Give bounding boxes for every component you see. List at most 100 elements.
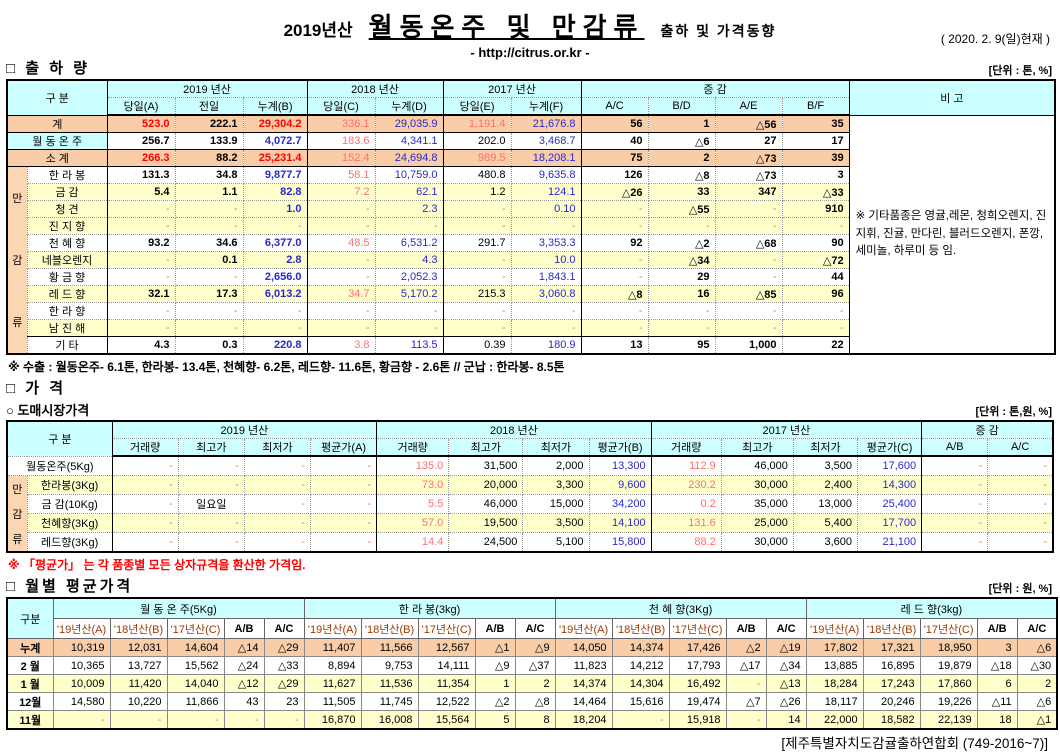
col-header-2017: 2017 년산 bbox=[442, 79, 582, 98]
cell: 2.8 bbox=[242, 251, 308, 269]
cell: 39 bbox=[781, 149, 850, 167]
col-header: A/C bbox=[580, 97, 649, 116]
cell: 22,139 bbox=[919, 710, 978, 730]
cell: - bbox=[580, 302, 649, 320]
shipment-section-title: □ 출 하 량 bbox=[6, 60, 90, 77]
cell: 75 bbox=[580, 149, 649, 167]
cell: 29,035.9 bbox=[374, 114, 444, 133]
cell: 62.1 bbox=[374, 183, 444, 201]
cell: - bbox=[111, 532, 179, 553]
cell: 11,627 bbox=[303, 674, 362, 693]
cell: - bbox=[174, 200, 244, 218]
cell: 8 bbox=[514, 710, 556, 730]
cell: △85 bbox=[714, 285, 783, 303]
title-subject: 출하 및 가격동향 bbox=[660, 23, 777, 39]
cell: 9,635.8 bbox=[510, 166, 582, 184]
row-label: 금 감(10Kg) bbox=[26, 494, 113, 514]
product-group-header: 한 라 봉(3kg) bbox=[303, 597, 556, 619]
cell: - bbox=[223, 710, 265, 730]
cell: 24,694.8 bbox=[374, 149, 444, 167]
cell: - bbox=[374, 319, 444, 337]
cell: 3 bbox=[781, 166, 850, 184]
col-header: 누계(F) bbox=[510, 97, 582, 116]
row-label: 네블오렌지 bbox=[26, 251, 108, 269]
col-header: 거래량 bbox=[376, 438, 450, 457]
cell: 11,745 bbox=[360, 692, 419, 711]
price-footnote: ※ 「평균가」 는 각 품종별 모든 상자규격을 환산한 가격임. bbox=[8, 558, 306, 572]
cell: 183.6 bbox=[306, 132, 376, 150]
col-header: 누계(D) bbox=[374, 97, 444, 116]
price-table-body: 월동온주(5Kg) - - - -135.0 31,500 2,000 13,300 112.9… bbox=[6, 455, 1054, 553]
shipment-row: 계 523.0 222.1 29,304.2 336.1 29,035.9 1,191.4 2… bbox=[6, 114, 1056, 355]
cell: 17,321 bbox=[862, 638, 921, 657]
cell: 57.0 bbox=[376, 513, 450, 533]
cell: 11,407 bbox=[303, 638, 362, 657]
cell: 3,500 bbox=[522, 513, 590, 533]
cell: - bbox=[714, 268, 783, 286]
cell: - bbox=[647, 319, 716, 337]
cell: 17.3 bbox=[174, 285, 244, 303]
cell: - bbox=[243, 532, 312, 553]
col-header-gubun: 구 분 bbox=[6, 420, 113, 457]
cell: 11,566 bbox=[360, 638, 419, 657]
price-section-header: □ 가 격 bbox=[6, 377, 1052, 398]
cell: 29 bbox=[647, 268, 716, 286]
page-title: 월동온주 및 만감류 bbox=[368, 12, 645, 42]
cell: 112.9 bbox=[650, 455, 722, 476]
cell: 14,111 bbox=[417, 656, 476, 675]
cell: 19,500 bbox=[448, 513, 524, 533]
row-label: 천혜향(3Kg) bbox=[26, 513, 113, 533]
cell: 12,031 bbox=[109, 638, 168, 657]
cell: 14,300 bbox=[857, 475, 923, 495]
cell: 3,600 bbox=[792, 532, 859, 553]
shipment-row: 월 동 온 주 256.7 133.9 4,072.7 183.6 4,341.1 202.… bbox=[6, 132, 1055, 150]
cell: 35 bbox=[781, 114, 850, 133]
cell: △9 bbox=[474, 656, 516, 675]
cell: 10.0 bbox=[510, 251, 582, 269]
col-header: A/C bbox=[263, 618, 305, 639]
cell: - bbox=[725, 674, 767, 693]
cell: 113.5 bbox=[374, 336, 444, 355]
col-header: A/B bbox=[474, 618, 516, 639]
col-header-2019: 2019 년산 bbox=[106, 79, 308, 98]
cell: 202.0 bbox=[442, 132, 512, 150]
col-header: 거래량 bbox=[111, 438, 179, 457]
cell: - bbox=[921, 513, 989, 533]
cell: 220.8 bbox=[242, 336, 308, 355]
cell: △19 bbox=[765, 638, 807, 657]
cell: 11,536 bbox=[360, 674, 419, 693]
cell: 15,616 bbox=[611, 692, 670, 711]
cell: 10,365 bbox=[52, 656, 111, 675]
cell: - bbox=[510, 217, 582, 235]
cell: △26 bbox=[765, 692, 807, 711]
cell: 14,580 bbox=[52, 692, 111, 711]
col-header-note: 비 고 bbox=[848, 79, 1056, 116]
col-header: 당일(A) bbox=[106, 97, 176, 116]
cell: 29,304.2 bbox=[242, 114, 308, 133]
cell: 0.10 bbox=[510, 200, 582, 218]
cell: △1 bbox=[1016, 710, 1058, 730]
row-label: 레드향(3Kg) bbox=[26, 532, 113, 553]
cell: 18,284 bbox=[805, 674, 864, 693]
cell: 0.39 bbox=[442, 336, 512, 355]
shipment-footnote: ※ 수출 : 월동온주- 6.1톤, 한라봉- 13.4톤, 천혜향- 6.2톤… bbox=[8, 360, 565, 374]
cell: 14,040 bbox=[166, 674, 225, 693]
row-label: 2 월 bbox=[6, 656, 54, 675]
cell: 2 bbox=[514, 674, 556, 693]
col-header-change: 증 감 bbox=[580, 79, 850, 98]
cell: 17,860 bbox=[919, 674, 978, 693]
cell: 10,009 bbox=[52, 674, 111, 693]
shipment-subheader-row: 당일(A) 전일 누계(B) 당일(C) 누계(D) 당일(E) 누계(F) A/C B/D A/… bbox=[7, 97, 1055, 116]
cell: 1.1 bbox=[174, 183, 244, 201]
cell: - bbox=[106, 251, 176, 269]
cell: 135.0 bbox=[376, 455, 450, 476]
cell: - bbox=[243, 513, 312, 533]
cell: 13,300 bbox=[588, 455, 652, 476]
cell: △37 bbox=[514, 656, 556, 675]
cell: △34 bbox=[765, 656, 807, 675]
cell: 5,400 bbox=[792, 513, 859, 533]
cell: △8 bbox=[647, 166, 716, 184]
cell: 6 bbox=[976, 674, 1018, 693]
